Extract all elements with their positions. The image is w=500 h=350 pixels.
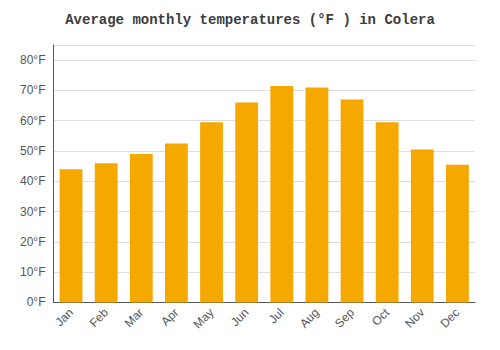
svg-text:Average monthly temperatures (: Average monthly temperatures (°F ) in Co… [65, 12, 435, 28]
svg-text:Oct: Oct [369, 305, 393, 329]
svg-text:May: May [191, 306, 217, 332]
svg-text:70°F: 70°F [20, 83, 45, 97]
svg-text:50°F: 50°F [20, 144, 45, 158]
svg-text:Dec: Dec [437, 306, 462, 331]
svg-text:Feb: Feb [87, 305, 112, 330]
svg-text:Nov: Nov [402, 306, 427, 331]
svg-text:10°F: 10°F [20, 265, 45, 279]
svg-text:80°F: 80°F [20, 53, 45, 67]
svg-text:Mar: Mar [122, 306, 147, 330]
svg-text:30°F: 30°F [20, 205, 45, 219]
svg-text:Jun: Jun [228, 306, 252, 330]
svg-text:Apr: Apr [158, 306, 181, 329]
svg-text:0°F: 0°F [27, 295, 46, 309]
svg-text:20°F: 20°F [20, 235, 45, 249]
svg-text:40°F: 40°F [20, 174, 45, 188]
svg-text:Sep: Sep [332, 305, 357, 330]
svg-text:Jul: Jul [266, 306, 287, 327]
svg-text:Jan: Jan [52, 306, 76, 330]
svg-text:60°F: 60°F [20, 114, 45, 128]
svg-text:Aug: Aug [297, 306, 322, 331]
